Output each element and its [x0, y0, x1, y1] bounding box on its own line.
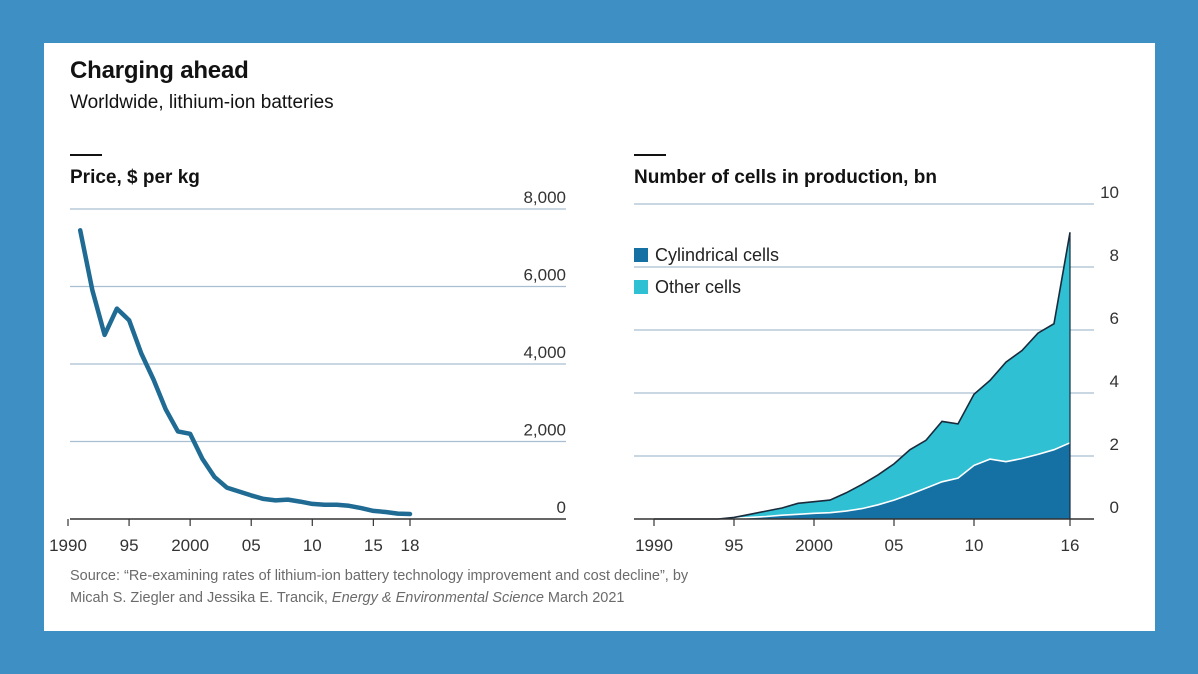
cells-total-outline	[717, 232, 1071, 520]
source-line-1: Source: “Re-examining rates of lithium-i…	[70, 568, 689, 584]
other-cells-area	[718, 232, 1070, 519]
cells-y-tick-label: 2	[1110, 435, 1119, 454]
price-y-tick-label: 2,000	[523, 421, 566, 440]
legend-label: Other cells	[655, 277, 741, 297]
cells-x-tick-label: 2000	[795, 536, 833, 555]
cells-y-tick-label: 10	[1100, 183, 1119, 202]
cells-y-tick-label: 6	[1110, 309, 1119, 328]
source-note: Source: “Re-examining rates of lithium-i…	[70, 565, 688, 609]
price-x-tick-label: 05	[242, 536, 261, 555]
right-panel-rule	[634, 154, 666, 156]
price-series-line	[77, 228, 413, 517]
cylindrical-cells-area	[718, 442, 1070, 519]
price-y-tick-label: 0	[557, 498, 566, 517]
legend-label: Cylindrical cells	[655, 245, 779, 265]
price-x-tick-label: 15	[364, 536, 383, 555]
cylindrical-boundary-line	[717, 442, 1071, 520]
left-panel-rule	[70, 154, 102, 156]
cells-y-tick-label: 0	[1110, 498, 1119, 517]
charts-svg: 0 2,000 4,000 6,000 8,000 1990 95 2000 05 10 15 18 0…	[49, 183, 1119, 555]
price-y-tick-label: 8,000	[523, 188, 566, 207]
chart-card: Charging ahead Worldwide, lithium-ion ba…	[44, 43, 1155, 631]
legend-swatch	[634, 248, 648, 262]
cells-y-tick-label: 8	[1110, 246, 1119, 265]
source-authors: Micah S. Ziegler and Jessika E. Trancik,	[70, 590, 332, 606]
source-journal: Energy & Environmental Science	[331, 590, 544, 606]
source-line-2: Micah S. Ziegler and Jessika E. Trancik,…	[70, 587, 688, 609]
chart-subtitle: Worldwide, lithium-ion batteries	[70, 92, 334, 113]
cells-panel-title: Number of cells in production, bn	[634, 167, 937, 188]
cells-x-tick-label: 95	[725, 536, 744, 555]
price-x-tick-label: 2000	[171, 536, 209, 555]
price-x-tick-label: 10	[303, 536, 322, 555]
cells-x-tick-label: 16	[1061, 536, 1080, 555]
price-x-tick-label: 1990	[49, 536, 87, 555]
legend-swatch	[634, 280, 648, 294]
price-y-tick-label: 6,000	[523, 266, 566, 285]
price-x-tick-label: 95	[120, 536, 139, 555]
cells-y-tick-label: 4	[1110, 372, 1119, 391]
cells-x-tick-label: 1990	[635, 536, 673, 555]
source-date: March 2021	[543, 590, 625, 606]
cells-x-tick-label: 10	[965, 536, 984, 555]
price-panel-title: Price, $ per kg	[70, 167, 200, 188]
price-y-tick-label: 4,000	[523, 343, 566, 362]
cells-x-tick-label: 05	[885, 536, 904, 555]
price-x-tick-label: 18	[401, 536, 420, 555]
chart-title: Charging ahead	[70, 57, 249, 84]
